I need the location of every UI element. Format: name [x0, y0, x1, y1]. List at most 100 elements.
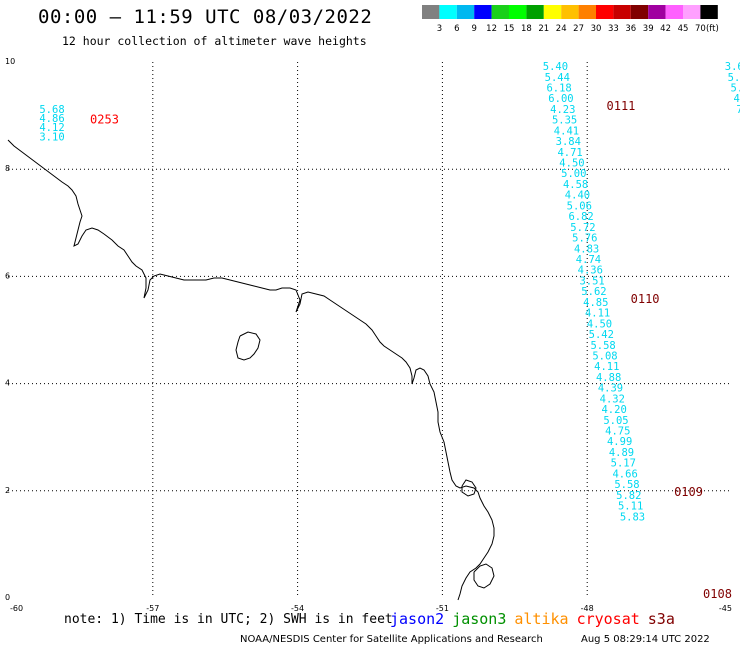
wave-height-value: 4.39 — [598, 383, 623, 395]
coastline — [7, 139, 495, 601]
color-tick-label: 15 — [504, 24, 515, 34]
wave-height-value: 5.82 — [616, 490, 641, 502]
color-tick-label: 6 — [454, 24, 459, 34]
footnote: note: 1) Time is in UTC; 2) SWH is in fe… — [64, 612, 393, 627]
wave-height-value: 5.49 — [728, 72, 740, 84]
wave-height-value: 5.08 — [592, 350, 617, 362]
wave-height-value: 4.50 — [587, 318, 612, 330]
wave-height-value: 3.60 — [725, 61, 740, 73]
pass-time-label: 0108 — [703, 587, 732, 601]
color-swatch — [700, 5, 718, 19]
pass-time-label: 0111 — [607, 99, 636, 113]
wave-height-value: 5.72 — [570, 222, 595, 234]
color-tick-label: 12 — [486, 24, 497, 34]
wave-height-value: 4.83 — [574, 243, 599, 255]
color-swatch — [509, 5, 527, 19]
wave-height-value: 4.89 — [609, 447, 634, 459]
color-swatch — [648, 5, 666, 19]
wave-height-value: 3.51 — [579, 275, 604, 287]
color-tick-label: 30 — [591, 24, 602, 34]
wave-height-value: 4.75 — [605, 426, 630, 438]
color-swatch — [683, 5, 701, 19]
wave-height-value: 5.58 — [614, 479, 639, 491]
color-tick-label: 9 — [471, 24, 476, 34]
wave-height-value: 5.62 — [581, 286, 606, 298]
page-subtitle: 12 hour collection of altimeter wave hei… — [62, 34, 367, 48]
wave-height-value: 4.74 — [576, 254, 601, 266]
y-tick-label: 0 — [5, 593, 10, 602]
wave-height-value: 6.82 — [568, 211, 593, 223]
pass-time-labels: 0253 0111 0110 0109 0108 — [90, 99, 732, 601]
wave-height-value: 4.86 — [39, 113, 64, 125]
y-tick-label: 2 — [5, 486, 10, 495]
wave-height-value: 4.41 — [554, 125, 579, 137]
wave-height-value: 4.36 — [578, 265, 603, 277]
legend-jason3: jason3 — [452, 610, 507, 628]
wave-height-value: 4.11 — [594, 361, 619, 373]
color-swatch — [474, 5, 492, 19]
color-tick-label: 27 — [573, 24, 584, 34]
wave-height-value: 5.76 — [572, 233, 597, 245]
y-tick-label: 6 — [5, 271, 10, 280]
wave-height-value: 4.12 — [39, 122, 64, 134]
wave-height-value: 4.23 — [550, 104, 575, 116]
wave-height-value: 4.50 — [559, 158, 584, 170]
wave-height-value: 4.99 — [607, 436, 632, 448]
legend-cryosat: cryosat — [576, 610, 640, 628]
wave-height-value: 4.11 — [585, 308, 610, 320]
pass-time-label: 0253 — [90, 113, 119, 127]
wave-height-value: 6.18 — [546, 82, 571, 94]
color-swatch — [543, 5, 562, 19]
credit-line: NOAA/NESDIS Center for Satellite Applica… — [240, 634, 543, 645]
color-unit-label: (ft) — [706, 24, 719, 34]
color-tick-label: 18 — [521, 24, 532, 34]
color-tick-label: 36 — [625, 24, 636, 34]
wave-height-value: 4.32 — [600, 393, 625, 405]
wave-height-value: 5.05 — [603, 415, 628, 427]
satellite-legend: jason2 jason3 altika cryosat s3a — [390, 610, 683, 628]
color-swatch — [491, 5, 509, 19]
y-tick-label: 8 — [5, 164, 10, 173]
color-scale-legend: 3 6 9 12 15 18 21 24 27 30 33 36 39 42 45 70 (ft) — [422, 5, 719, 34]
color-tick-label: 70 — [695, 24, 706, 34]
color-swatch — [422, 5, 440, 19]
generated-timestamp: Aug 5 08:29:14 UTC 2022 — [581, 634, 710, 645]
color-tick-label: 21 — [538, 24, 549, 34]
legend-jason2: jason2 — [390, 610, 445, 628]
x-tick-label: -54 — [291, 604, 304, 613]
color-tick-label: 39 — [643, 24, 654, 34]
legend-s3a: s3a — [647, 610, 675, 628]
wave-height-value: 4. — [733, 93, 740, 105]
wave-height-value: 5.44 — [545, 72, 570, 84]
wave-height-value: 3.84 — [556, 136, 581, 148]
color-swatch — [439, 5, 457, 19]
wave-height-value: 3.10 — [39, 131, 64, 143]
color-swatch — [630, 5, 649, 19]
wave-height-value: 4.58 — [563, 179, 588, 191]
wave-height-value: 5.42 — [589, 329, 614, 341]
color-swatch — [561, 5, 579, 19]
wave-height-value: 5.58 — [590, 340, 615, 352]
page-title: 00:00 – 11:59 UTC 08/03/2022 — [38, 6, 373, 28]
color-swatch — [596, 5, 614, 19]
color-swatch — [613, 5, 631, 19]
x-tick-label: -45 — [719, 604, 732, 613]
wave-height-value: 5.35 — [552, 115, 577, 127]
y-tick-label: 10 — [5, 57, 15, 66]
altimeter-tracks: 5.684.864.123.10 5.405.446.186.004.235.35… — [39, 61, 740, 523]
pass-time-label: 0110 — [631, 292, 660, 306]
wave-height-value: 5.11 — [618, 501, 643, 513]
wave-height-value: 4.85 — [583, 297, 608, 309]
color-swatch — [665, 5, 683, 19]
x-tick-label: -57 — [146, 604, 159, 613]
wave-height-value: 5.8 — [731, 82, 740, 94]
wave-height-value: 5.68 — [39, 104, 64, 116]
color-tick-label: 45 — [678, 24, 689, 34]
wave-height-value: 5.06 — [567, 200, 592, 212]
wave-height-value: 5.17 — [611, 458, 636, 470]
wave-height-value: 5.40 — [543, 61, 568, 73]
color-tick-label: 3 — [437, 24, 442, 34]
color-swatch — [526, 5, 544, 19]
wave-height-value: 6.00 — [548, 93, 573, 105]
